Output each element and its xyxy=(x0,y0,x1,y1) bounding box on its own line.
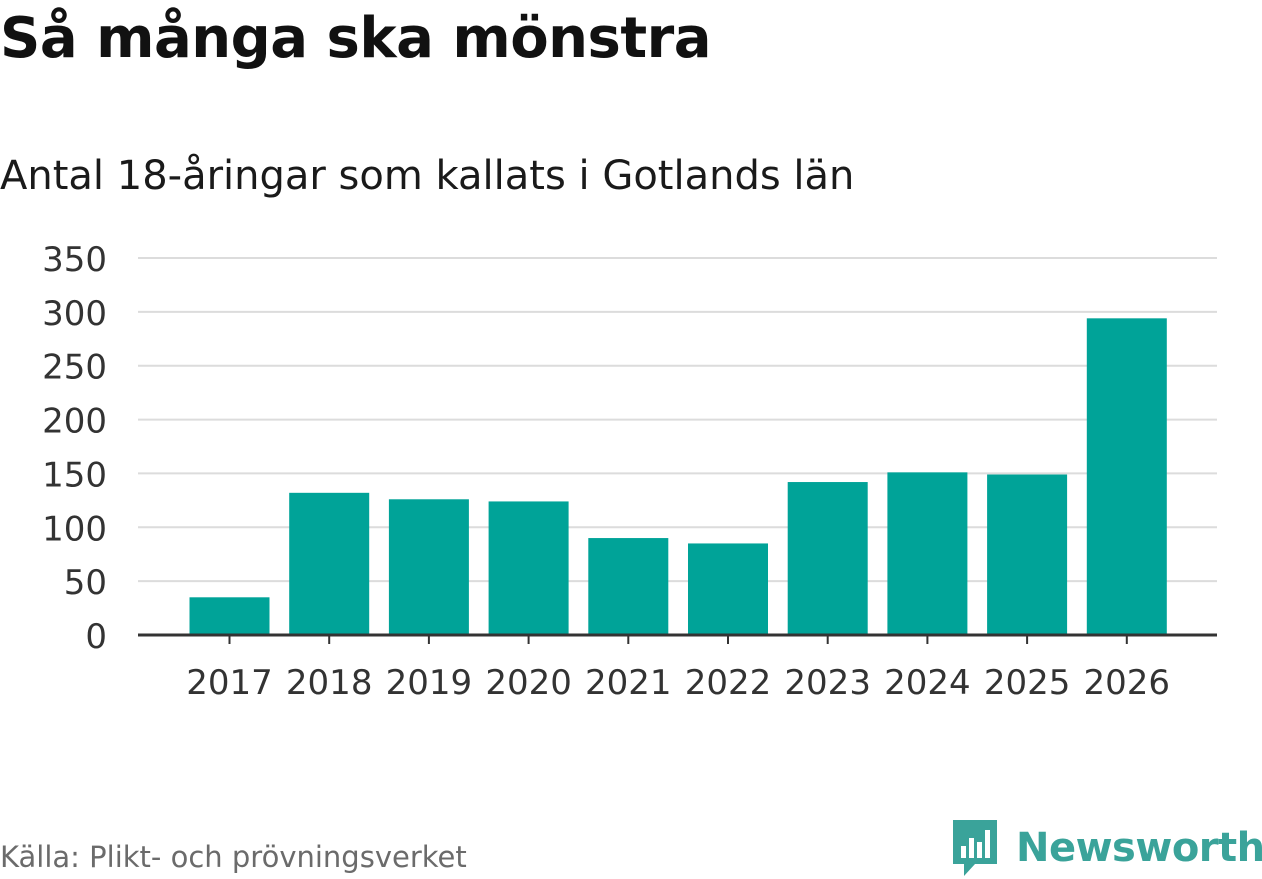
bar-2020 xyxy=(488,501,569,635)
y-tick-label: 350 xyxy=(42,240,107,280)
x-tick-label: 2019 xyxy=(386,663,473,703)
bar-2021 xyxy=(588,538,669,635)
y-tick-label: 150 xyxy=(42,455,107,495)
bar-2026 xyxy=(1086,318,1167,635)
bar-2019 xyxy=(388,499,469,635)
y-tick-label: 50 xyxy=(64,563,107,603)
y-tick-label: 250 xyxy=(42,348,107,388)
y-tick-label: 200 xyxy=(42,402,107,442)
x-tick-label: 2025 xyxy=(984,663,1071,703)
brand: Newsworthy xyxy=(950,818,1262,878)
x-tick-label: 2018 xyxy=(286,663,373,703)
x-tick-label: 2023 xyxy=(784,663,871,703)
x-tick-label: 2024 xyxy=(884,663,971,703)
newsworthy-logo-icon xyxy=(953,820,997,876)
x-tick-label: 2022 xyxy=(685,663,772,703)
chart-title: Så många ska mönstra xyxy=(0,6,712,71)
x-tick-label: 2021 xyxy=(585,663,672,703)
bar-2017 xyxy=(189,597,270,635)
bar-2024 xyxy=(887,472,968,635)
brand-name: Newsworthy xyxy=(1016,825,1262,871)
y-tick-label: 100 xyxy=(42,509,107,549)
bar-2022 xyxy=(688,543,768,635)
bar-2023 xyxy=(787,482,868,635)
x-tick-label: 2026 xyxy=(1084,663,1171,703)
chart-subtitle: Antal 18-åringar som kallats i Gotlands … xyxy=(0,153,855,199)
bar-2025 xyxy=(987,474,1068,635)
x-tick-label: 2020 xyxy=(485,663,572,703)
bar-2018 xyxy=(289,492,370,635)
y-tick-label: 0 xyxy=(85,617,107,657)
source-note: Källa: Plikt- och prövningsverket xyxy=(0,840,467,874)
y-tick-label: 300 xyxy=(42,294,107,334)
x-tick-label: 2017 xyxy=(186,663,273,703)
